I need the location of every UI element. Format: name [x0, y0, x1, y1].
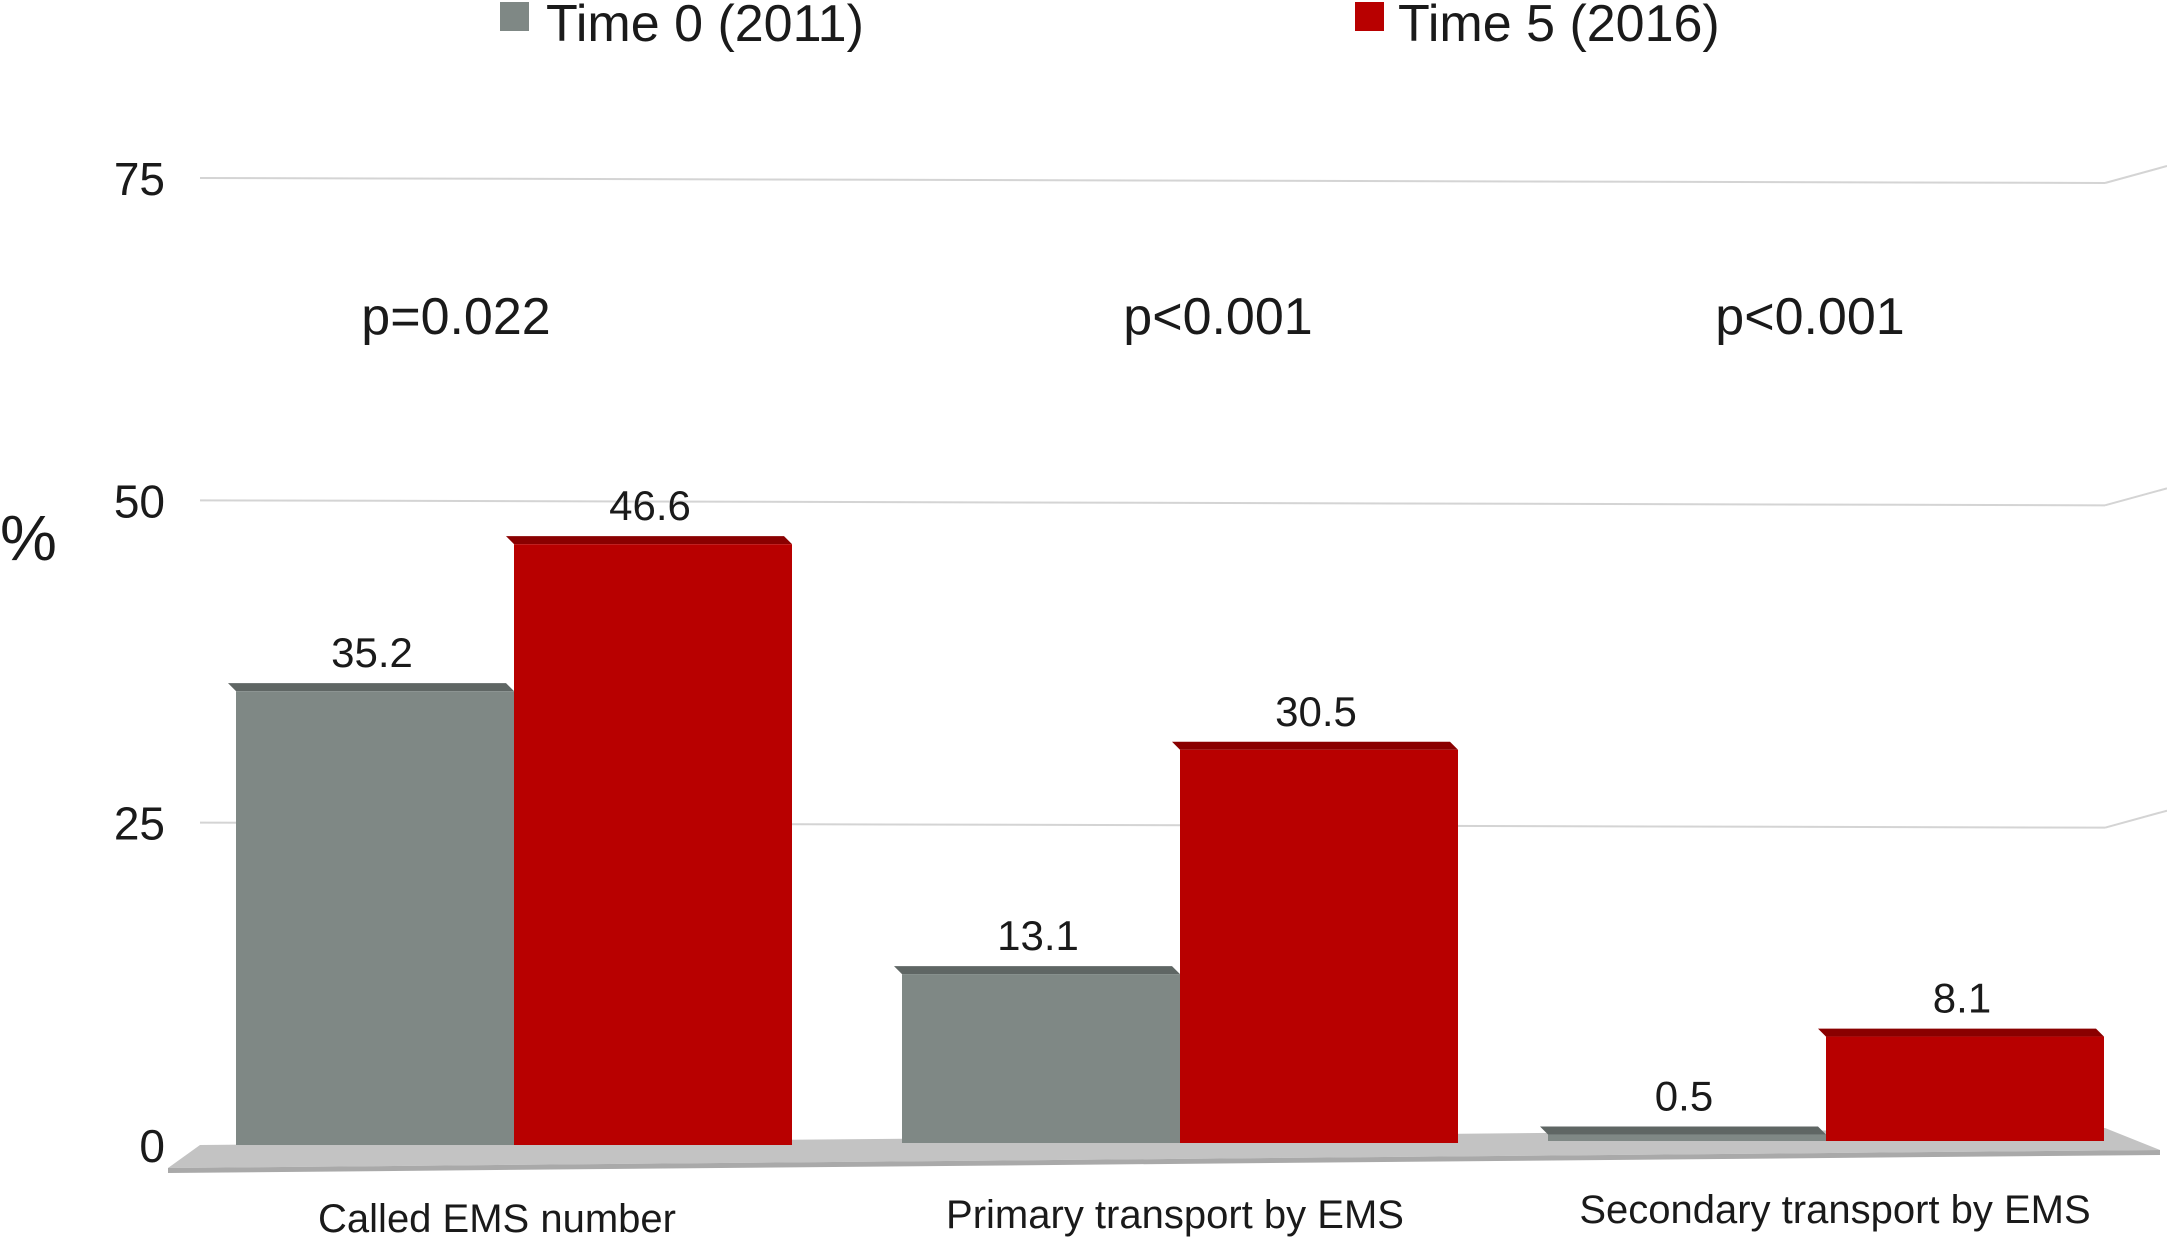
legend-label-1: Time 0 (2011) [546, 0, 864, 53]
category-label-1: Called EMS number [318, 1197, 676, 1239]
y-axis-label: % [0, 502, 57, 574]
gridline-side-50 [2104, 487, 2167, 507]
y-tick-label-0: 0 [139, 1120, 165, 1172]
bar-1-3-top [1540, 1126, 1826, 1135]
bar-2-2-top [1172, 741, 1458, 750]
bars [228, 536, 2104, 1145]
bar-1-2 [902, 974, 1180, 1143]
data-label-2-1: 46.6 [609, 482, 691, 529]
data-labels: 35.2 46.6 13.1 30.5 0.5 8.1 [331, 482, 1991, 1119]
bar-1-2-top [894, 966, 1180, 975]
data-label-2-3: 8.1 [1933, 975, 1991, 1022]
p-value-annotation-3: p<0.001 [1715, 288, 1904, 346]
bar-2-1 [514, 544, 792, 1145]
y-axis: 0 25 50 75% [0, 153, 165, 1172]
bar-2-3 [1826, 1036, 2104, 1141]
p-value-annotations: p=0.022 p<0.001 p<0.001 [361, 288, 1904, 346]
y-tick-label-50: 50 [114, 475, 165, 527]
bar-1-1 [236, 691, 514, 1145]
category-labels: Called EMS number Primary transport by EM… [318, 1188, 2091, 1241]
y-tick-label-75: 75 [114, 153, 165, 205]
data-label-2-2: 30.5 [1275, 688, 1357, 735]
data-label-1-3: 0.5 [1655, 1073, 1713, 1120]
category-label-3: Secondary transport by EMS [1579, 1188, 2090, 1232]
bar-2-1-top [506, 536, 792, 545]
legend: Time 0 (2011) Time 5 (2016) [500, 0, 1720, 53]
gridline-50 [199, 499, 2106, 507]
p-value-annotation-2: p<0.001 [1123, 288, 1312, 346]
legend-swatch-1 [500, 2, 529, 31]
gridline-side-25 [2104, 809, 2167, 829]
bar-1-1-top [228, 683, 514, 692]
category-label-2: Primary transport by EMS [946, 1193, 1404, 1237]
legend-swatch-2 [1355, 2, 1384, 31]
floor-edge [168, 1150, 2160, 1173]
data-label-1-2: 13.1 [997, 912, 1079, 959]
gridline-side-75 [2104, 165, 2167, 184]
p-value-annotation-1: p=0.022 [361, 288, 550, 346]
bar-2-2 [1180, 749, 1458, 1143]
bar-1-3 [1548, 1134, 1826, 1141]
legend-label-2: Time 5 (2016) [1398, 0, 1720, 53]
bar-2-3-top [1818, 1028, 2104, 1037]
gridline-75 [199, 177, 2106, 184]
data-label-1-1: 35.2 [331, 629, 413, 676]
y-tick-label-25: 25 [114, 798, 165, 850]
